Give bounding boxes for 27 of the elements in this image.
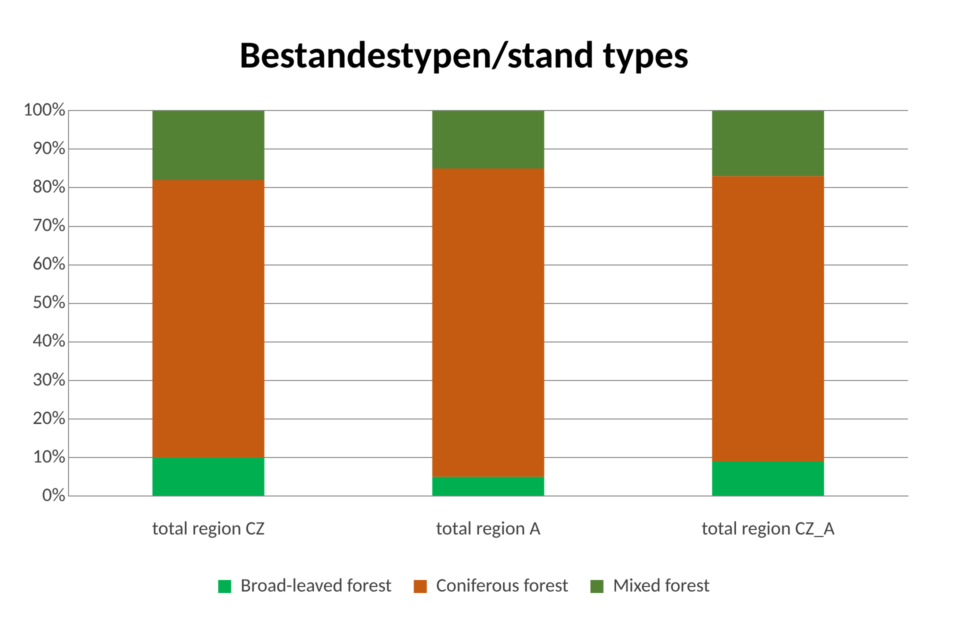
y-tick-label: 80% bbox=[32, 175, 66, 198]
y-tick-label: 10% bbox=[32, 445, 66, 468]
y-tick-label: 0% bbox=[42, 484, 66, 507]
x-tick-label: total region CZ bbox=[152, 517, 265, 540]
y-tick-label: 40% bbox=[32, 330, 66, 353]
bar bbox=[152, 458, 264, 496]
chart-title: Bestandestypen/stand types bbox=[239, 32, 689, 78]
bar bbox=[712, 110, 824, 176]
bar bbox=[152, 180, 264, 458]
y-tick-label: 50% bbox=[32, 291, 66, 314]
y-tick-label: 70% bbox=[32, 214, 66, 238]
legend-label: Coniferous forest bbox=[436, 574, 570, 598]
bar bbox=[432, 110, 544, 168]
bar bbox=[152, 110, 264, 180]
y-tick-label: 60% bbox=[32, 252, 66, 276]
bar bbox=[712, 461, 824, 496]
legend-label: Broad-leaved forest bbox=[240, 574, 392, 598]
legend-label: Mixed forest bbox=[612, 574, 710, 598]
bar bbox=[712, 176, 824, 462]
y-tick-label: 20% bbox=[32, 406, 66, 430]
bar bbox=[432, 476, 544, 496]
y-tick-label: 100% bbox=[22, 98, 66, 122]
bar bbox=[432, 168, 544, 477]
y-tick-label: 90% bbox=[32, 136, 66, 160]
x-tick-label: total region A bbox=[436, 517, 540, 540]
x-tick-label: total region CZ_A bbox=[702, 517, 835, 540]
y-tick-label: 30% bbox=[32, 368, 66, 392]
